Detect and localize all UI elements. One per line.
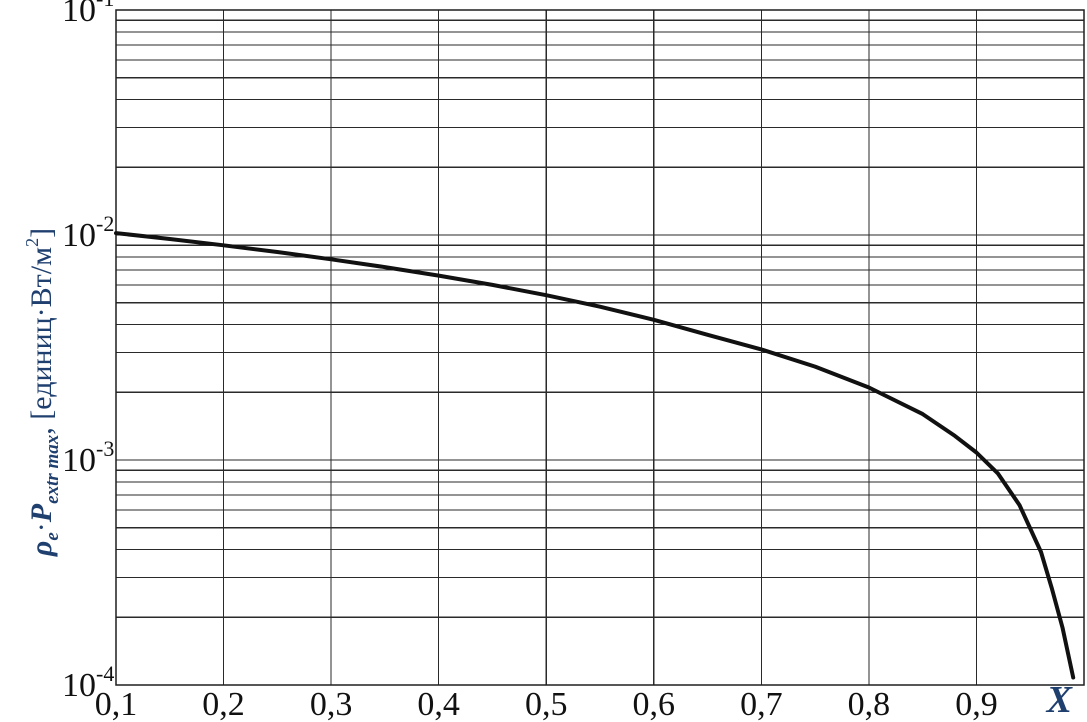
y-tick-labels: 10-110-210-310-4 xyxy=(62,0,114,704)
y-tick-base: 10 xyxy=(62,442,96,479)
y-tick-label: 10-4 xyxy=(62,661,114,704)
x-tick-label: 0,1 xyxy=(95,686,138,722)
y-axis-label-sub-extr-max: extr max xyxy=(42,434,63,504)
y-axis-label-unit-close: ] xyxy=(25,228,58,238)
x-tick-label: 0,2 xyxy=(202,686,245,722)
y-tick-base: 10 xyxy=(62,667,96,704)
x-tick-label: 0,9 xyxy=(955,686,998,722)
y-axis-label-dot: · xyxy=(25,522,58,532)
y-tick-exponent: -3 xyxy=(96,436,114,461)
x-tick-label: 0,5 xyxy=(525,686,568,722)
x-tick-label: 0,4 xyxy=(417,686,460,722)
y-tick-exponent: -1 xyxy=(96,0,114,11)
y-axis-label-p: P xyxy=(25,503,58,523)
y-tick-exponent: -4 xyxy=(96,661,114,686)
y-axis-label: ρe·Pextr max, [единиц·Вт/м2] xyxy=(22,228,63,557)
y-tick-exponent: -2 xyxy=(96,211,114,236)
x-tick-label: 0,3 xyxy=(310,686,353,722)
y-tick-base: 10 xyxy=(62,217,96,254)
series-line xyxy=(114,231,1076,680)
y-tick-base: 10 xyxy=(62,0,96,29)
y-tick-label: 10-2 xyxy=(62,211,114,254)
y-axis-label-unit-exp: 2 xyxy=(22,238,42,247)
grid xyxy=(115,9,1084,686)
x-tick-label: 0,7 xyxy=(740,686,783,722)
x-tick-labels: 0,1 0,2 0,3 0,4 0,5 0,6 0,7 0,8 0,9 xyxy=(95,686,998,722)
x-tick-label: 0,8 xyxy=(848,686,891,722)
series-group xyxy=(114,231,1076,680)
y-axis-label-unit: , [единиц·Вт/м xyxy=(25,247,58,435)
x-tick-label: 0,6 xyxy=(633,686,676,722)
plot-frame xyxy=(115,9,1085,686)
x-axis-label: X xyxy=(1046,679,1074,721)
y-tick-label: 10-1 xyxy=(62,0,114,29)
y-axis-label-sub-e: e xyxy=(42,532,63,541)
y-axis-label-rho: ρ xyxy=(25,541,58,557)
y-tick-label: 10-3 xyxy=(62,436,114,479)
